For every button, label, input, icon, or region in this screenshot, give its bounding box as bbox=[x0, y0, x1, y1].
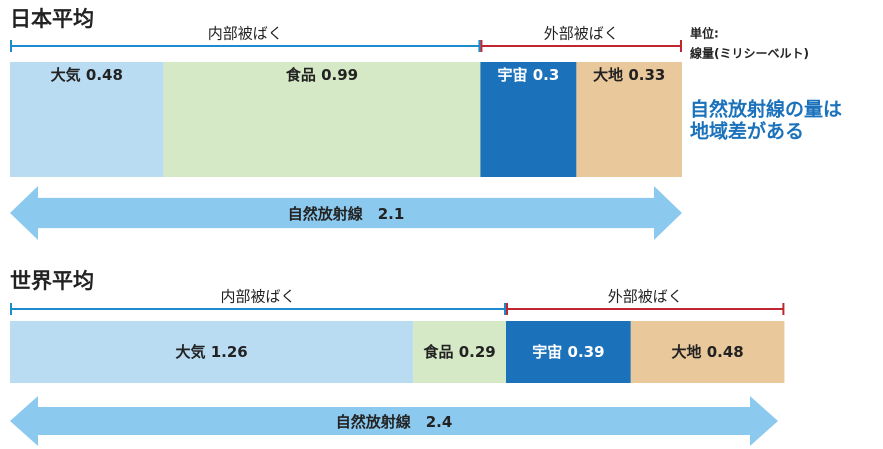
segment-label: 食品 0.99 bbox=[286, 66, 358, 84]
value-label: 0.48 bbox=[707, 343, 744, 361]
category-name: 宇宙 bbox=[532, 343, 562, 361]
total-label: 自然放射線 2.1 bbox=[288, 205, 405, 223]
category-name: 大気 bbox=[51, 66, 81, 84]
value-label: 1.26 bbox=[211, 343, 248, 361]
segment-label: 食品 0.29 bbox=[423, 343, 495, 361]
bar-segment bbox=[413, 321, 506, 383]
group-label: 内部被ばく bbox=[208, 25, 283, 43]
category-name: 食品 bbox=[286, 66, 316, 84]
category-name: 大気 bbox=[175, 343, 205, 361]
value-label: 0.48 bbox=[86, 66, 123, 84]
chart-title: 世界平均 bbox=[10, 269, 94, 293]
segment-label: 大地 0.33 bbox=[593, 66, 665, 84]
bar-segment bbox=[10, 62, 164, 177]
unit: 線量(ミリシーベルト) bbox=[690, 46, 809, 61]
category-name: 大地 bbox=[671, 343, 701, 361]
group-label: 内部被ばく bbox=[220, 288, 295, 306]
bar-segment bbox=[480, 62, 577, 177]
chart-title: 日本平均 bbox=[10, 7, 94, 31]
unit-label: 単位: bbox=[690, 26, 719, 41]
total-name: 自然放射線 bbox=[288, 205, 363, 223]
segment-label: 大地 0.48 bbox=[671, 343, 743, 361]
total-label: 自然放射線 2.4 bbox=[336, 413, 453, 431]
segment-label: 大気 1.26 bbox=[175, 343, 247, 361]
note: 自然放射線の量は bbox=[690, 98, 842, 121]
total-value: 2.1 bbox=[378, 205, 405, 223]
bar-segment bbox=[576, 62, 682, 177]
total-arrow bbox=[10, 396, 778, 446]
bar-segment bbox=[10, 321, 414, 383]
bar-segment bbox=[163, 62, 481, 177]
value-label: 0.3 bbox=[533, 66, 560, 84]
total-name: 自然放射線 bbox=[336, 413, 411, 431]
category-name: 食品 bbox=[423, 343, 453, 361]
value-label: 0.99 bbox=[321, 66, 358, 84]
category-name: 大地 bbox=[593, 66, 623, 84]
bar-segment bbox=[506, 321, 631, 383]
category-name: 宇宙 bbox=[497, 66, 527, 84]
bar-segment bbox=[630, 321, 785, 383]
value-label: 0.29 bbox=[459, 343, 496, 361]
total-arrow bbox=[10, 186, 682, 240]
note: 地域差がある bbox=[690, 120, 804, 143]
value-label: 0.39 bbox=[568, 343, 605, 361]
segment-label: 宇宙 0.39 bbox=[532, 343, 604, 361]
total-value: 2.4 bbox=[426, 413, 453, 431]
segment-label: 宇宙 0.3 bbox=[497, 66, 559, 84]
group-label: 外部被ばく bbox=[608, 288, 683, 306]
value-label: 0.33 bbox=[628, 66, 665, 84]
group-label: 外部被ばく bbox=[544, 25, 619, 43]
segment-label: 大気 0.48 bbox=[51, 66, 123, 84]
